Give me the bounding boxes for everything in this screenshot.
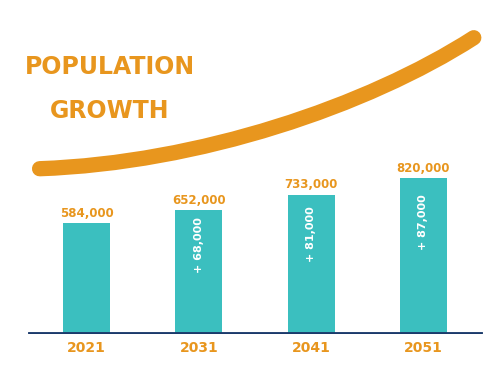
Text: + 68,000: + 68,000 — [194, 217, 204, 273]
Bar — [63, 223, 110, 334]
Text: + 87,000: + 87,000 — [418, 194, 428, 250]
Text: 584,000: 584,000 — [60, 207, 114, 220]
Text: 733,000: 733,000 — [284, 178, 338, 191]
Text: POPULATION: POPULATION — [25, 55, 195, 79]
Text: GROWTH: GROWTH — [50, 99, 170, 123]
Bar — [176, 210, 222, 334]
Bar — [400, 178, 447, 334]
Text: + 81,000: + 81,000 — [306, 206, 316, 262]
Text: 820,000: 820,000 — [396, 162, 450, 175]
Bar — [288, 195, 335, 334]
Text: 652,000: 652,000 — [172, 194, 226, 207]
